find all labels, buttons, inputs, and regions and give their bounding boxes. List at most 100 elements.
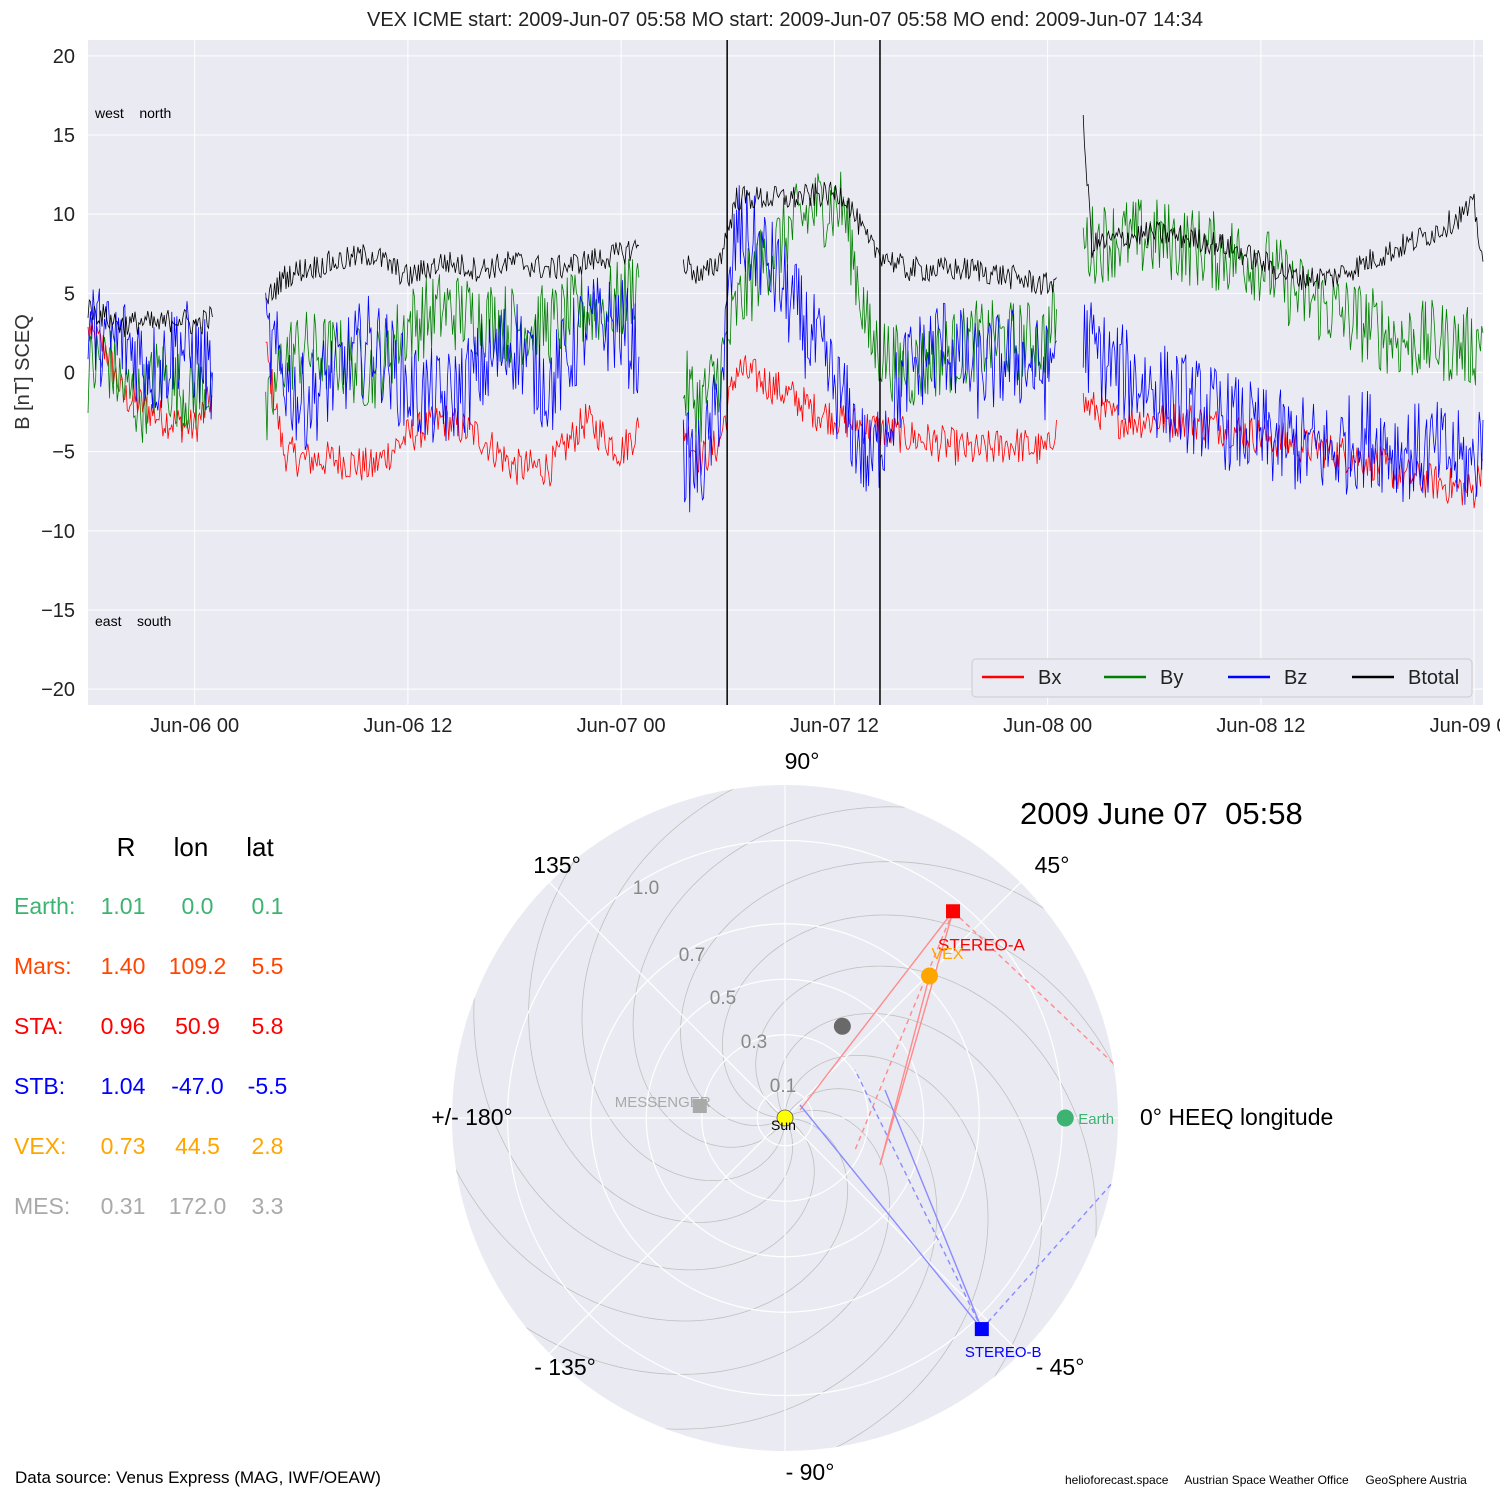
legend-label-bx: Bx (1038, 667, 1061, 689)
marker-sun (776, 1109, 794, 1127)
marker-mercury (833, 1017, 851, 1035)
corner-label-top: west north (94, 105, 171, 121)
series-line-bx (265, 341, 640, 487)
table-cell-lat: 3.3 (251, 1193, 284, 1219)
series-line-bz (682, 185, 1057, 513)
table-header: lat (246, 832, 274, 862)
parker-spiral-line (632, 806, 940, 1148)
series-line-btotal (265, 238, 640, 305)
table-cell-lon: 0.0 (181, 893, 214, 919)
y-axis-label: B [nT] SCEQ (12, 314, 34, 430)
series-line-btotal (87, 298, 213, 338)
parker-spiral-line (630, 1088, 938, 1430)
table-cell-lat: 5.5 (251, 953, 284, 979)
table-row-name: Mars: (14, 953, 72, 979)
connection-line (952, 910, 1116, 1066)
angle-tick-label: - 135° (534, 1354, 596, 1380)
angle-tick-label: 0° HEEQ longitude (1140, 1104, 1333, 1130)
x-tick-label: Jun-09 00 (1430, 715, 1500, 737)
radial-tick-label: 0.1 (770, 1076, 796, 1097)
table-cell-lat: 2.8 (251, 1133, 284, 1159)
series-line-by (87, 330, 213, 443)
table-row-name: STB: (14, 1073, 66, 1099)
series-line-by (682, 171, 1057, 443)
angle-tick-label: - 90° (786, 1459, 835, 1485)
x-tick-label: Jun-08 00 (1003, 715, 1092, 737)
radial-gridcircle (506, 839, 1064, 1397)
legend-label-btotal: Btotal (1408, 667, 1459, 689)
table-cell-lon: -47.0 (171, 1073, 224, 1099)
label-mes: MESSENGER (615, 1094, 711, 1111)
label-stb: STEREO-B (965, 1344, 1042, 1361)
angle-tick-label: +/- 180° (431, 1104, 512, 1130)
table-cell-r: 1.01 (100, 893, 146, 919)
series-line-bz (87, 288, 213, 420)
radial-tick-label: 1.0 (633, 878, 659, 899)
series-line-bz (1082, 302, 1484, 505)
connection-line (799, 910, 954, 1111)
radial-gridcircle (756, 1089, 814, 1147)
radial-tick-label: 0.7 (679, 945, 705, 966)
series-line-bz (265, 277, 640, 451)
parker-spiral-line (784, 1055, 989, 1451)
label-vex: VEX (931, 946, 963, 963)
table-cell-lon: 109.2 (168, 953, 227, 979)
table-cell-r: 1.40 (100, 953, 146, 979)
connection-line (879, 911, 954, 1166)
radial-tick-label: 0.3 (741, 1032, 767, 1053)
connection-line (854, 1069, 983, 1330)
table-row-name: MES: (14, 1193, 71, 1219)
table-cell-lat: 0.1 (251, 893, 284, 919)
series-line-btotal (682, 181, 1057, 295)
series-line-bx (682, 355, 1057, 476)
marker-mes (692, 1099, 707, 1114)
connection-line (981, 1179, 1116, 1330)
figure-title: VEX ICME start: 2009-Jun-07 05:58 MO sta… (366, 9, 1204, 31)
x-tick-label: Jun-06 00 (150, 715, 239, 737)
table-cell-r: 1.04 (100, 1073, 146, 1099)
connection-line (879, 975, 931, 1166)
series-lines (87, 114, 1484, 513)
x-tick-label: Jun-06 12 (363, 715, 452, 737)
table-cell-r: 0.96 (100, 1013, 146, 1039)
connection-line (799, 1104, 983, 1330)
label-earth: Earth (1078, 1111, 1114, 1128)
table-cell-lon: 172.0 (168, 1193, 227, 1219)
table-header: lon (173, 832, 209, 862)
radial-gridcircle (645, 978, 925, 1258)
table-row-name: Earth: (14, 893, 76, 919)
polar-background (452, 785, 1118, 1451)
connection-line (884, 1089, 983, 1330)
angular-gridline (784, 882, 1021, 1119)
y-tick-label: 5 (64, 283, 75, 305)
angle-tick-label: 135° (533, 852, 581, 878)
parker-spiral-line (776, 1013, 1042, 1406)
table-cell-lat: 5.8 (251, 1013, 284, 1039)
table-row-name: STA: (14, 1013, 64, 1039)
parker-spiral-line (473, 963, 815, 1271)
parker-spiral-line (581, 785, 786, 1181)
polar-date-title: 2009 June 07 05:58 (1020, 796, 1303, 831)
angular-gridline (549, 882, 786, 1119)
y-tick-label: 20 (53, 46, 75, 68)
x-tick-label: Jun-08 12 (1216, 715, 1305, 737)
radial-gridcircle (590, 923, 980, 1313)
angle-tick-label: - 45° (1036, 1354, 1085, 1380)
legend-label-by: By (1160, 667, 1183, 689)
series-line-by (265, 258, 640, 441)
y-tick-label: −5 (52, 442, 75, 464)
parker-spiral-line (755, 965, 1097, 1273)
angular-gridline (784, 1117, 1021, 1354)
y-tick-labels: −20 −15 −10 −5 0 5 10 15 20 (41, 46, 75, 701)
corner-label-bottom: east south (95, 613, 171, 629)
radial-tick-label: 0.5 (710, 988, 736, 1009)
table-cell-lon: 50.9 (175, 1013, 220, 1039)
parker-spiral-line (680, 861, 1073, 1127)
legend: Bx By Bz Btotal (971, 658, 1473, 698)
legend-label-bz: Bz (1284, 667, 1307, 689)
parker-spiral-line (528, 830, 794, 1223)
x-tick-label: Jun-07 00 (577, 715, 666, 737)
series-line-bx (87, 317, 213, 443)
